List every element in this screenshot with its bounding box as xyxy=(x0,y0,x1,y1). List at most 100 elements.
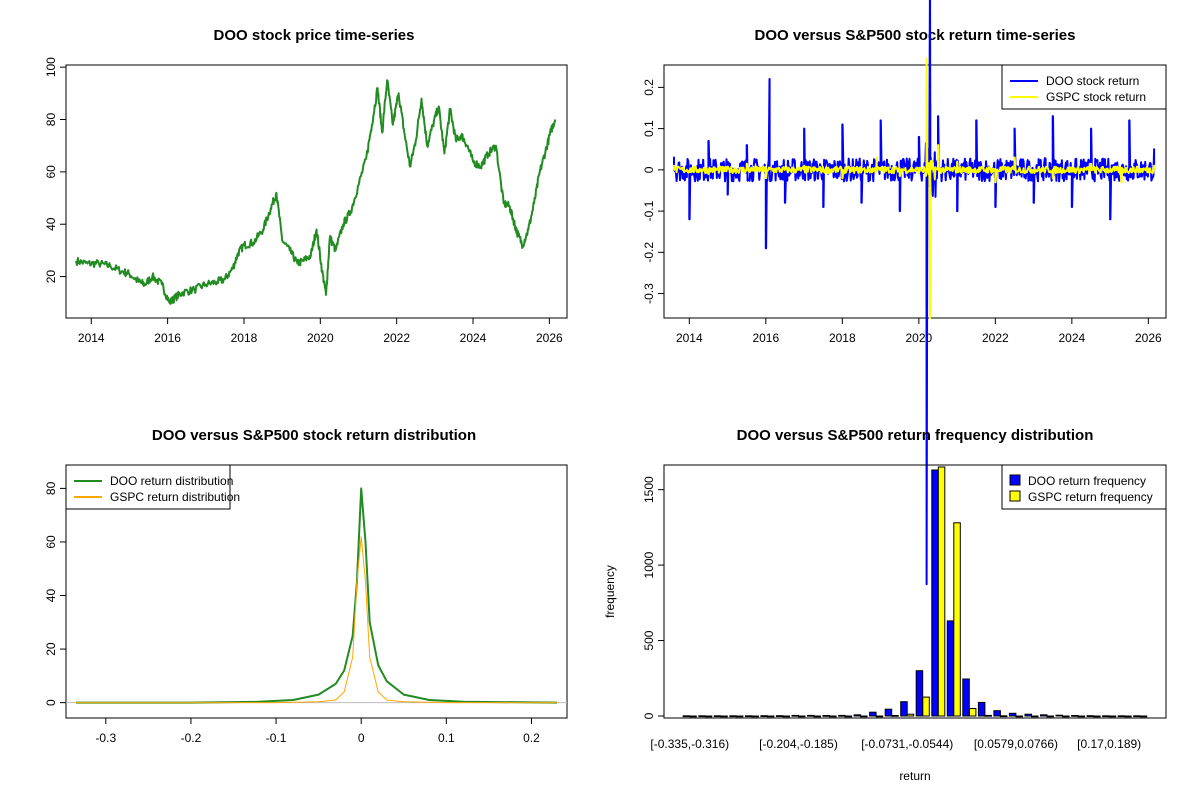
bar-0-26 xyxy=(1086,715,1095,718)
y-tick-label-0-3: 80 xyxy=(44,113,58,127)
y-tick-label-3-3: 1500 xyxy=(642,476,656,503)
y-tick-label-1-2: -0.1 xyxy=(642,200,656,221)
legend-label-1-0: DOO stock return xyxy=(1046,74,1139,88)
series-line-1-0 xyxy=(673,0,1156,586)
x-category-label-1: [-0.204,-0.185) xyxy=(759,737,838,751)
x-tick-label-1-4: 2022 xyxy=(982,331,1009,345)
bar-0-22 xyxy=(1024,713,1032,717)
legend-label-3-0: DOO return frequency xyxy=(1028,474,1146,488)
y-tick-label-3-2: 1000 xyxy=(642,551,656,578)
y-tick-label-2-4: 80 xyxy=(44,481,58,495)
x-axis-label: return xyxy=(899,769,930,783)
bar-0-11 xyxy=(853,714,862,717)
bar-1-9 xyxy=(829,715,837,718)
bar-0-25 xyxy=(1071,715,1079,717)
x-tick-label-1-0: 2014 xyxy=(676,331,703,345)
x-tick-label-0-1: 2016 xyxy=(154,331,181,345)
plot-box-2 xyxy=(65,464,568,719)
bar-0-27 xyxy=(1102,715,1110,718)
y-tick-label-0-4: 100 xyxy=(44,57,58,77)
y-tick-label-0-2: 60 xyxy=(44,165,58,179)
legend-box-3 xyxy=(1001,464,1167,510)
y-tick-label-2-3: 60 xyxy=(44,535,58,549)
bar-0-20 xyxy=(993,710,1001,717)
x-tick-label-0-5: 2024 xyxy=(460,331,487,345)
bar-0-29 xyxy=(1133,715,1141,718)
bar-1-0 xyxy=(689,715,697,718)
y-tick-label-1-4: 0.1 xyxy=(642,120,656,137)
bar-1-29 xyxy=(1139,715,1148,718)
y-tick-label-3-0: 0 xyxy=(642,712,656,719)
y-axis-label: frequency xyxy=(603,565,617,618)
bar-1-8 xyxy=(813,715,821,718)
chart-title-0: DOO stock price time-series xyxy=(214,27,415,44)
bar-0-3 xyxy=(729,715,737,718)
bar-0-12 xyxy=(869,711,877,717)
bar-1-5 xyxy=(766,715,775,718)
bar-0-18 xyxy=(962,678,970,717)
legend-box-1 xyxy=(1001,64,1167,110)
bar-0-8 xyxy=(807,714,815,717)
x-tick-label-0-2: 2018 xyxy=(231,331,258,345)
bar-1-27 xyxy=(1108,715,1117,718)
bar-1-12 xyxy=(875,715,884,718)
bar-1-2 xyxy=(720,715,728,718)
bar-1-28 xyxy=(1124,715,1132,718)
bar-1-25 xyxy=(1077,715,1086,718)
bar-1-19 xyxy=(984,714,992,717)
bar-1-18 xyxy=(968,708,977,717)
plot-box-3 xyxy=(663,464,1167,719)
x-category-label-0: [-0.335,-0.316) xyxy=(650,737,729,751)
bar-0-15 xyxy=(915,670,924,717)
chart-title-1: DOO versus S&P500 stock return time-seri… xyxy=(755,27,1076,44)
bar-0-23 xyxy=(1040,714,1048,717)
x-tick-label-1-6: 2026 xyxy=(1135,331,1162,345)
x-tick-label-0-4: 2022 xyxy=(383,331,410,345)
y-tick-label-2-1: 20 xyxy=(44,642,58,656)
bar-0-13 xyxy=(884,708,893,717)
bar-0-6 xyxy=(775,715,784,718)
bar-1-13 xyxy=(891,715,899,717)
chart-3: DOO versus S&P500 return frequency distr… xyxy=(603,427,1167,783)
bar-1-23 xyxy=(1046,715,1054,718)
series-line-1-1 xyxy=(673,57,1156,320)
plot-box-0 xyxy=(65,64,568,319)
x-category-label-3: [0.0579,0.0766) xyxy=(974,737,1058,751)
x-tick-label-2-0: -0.3 xyxy=(95,731,116,745)
x-tick-label-1-1: 2016 xyxy=(752,331,779,345)
y-tick-label-1-1: -0.2 xyxy=(642,242,656,263)
legend-label-2-1: GSPC return distribution xyxy=(110,490,240,504)
bar-1-16 xyxy=(937,466,946,717)
bar-0-21 xyxy=(1008,712,1017,717)
bar-1-14 xyxy=(906,713,915,717)
bar-1-10 xyxy=(844,715,853,718)
bar-1-21 xyxy=(1015,715,1023,718)
y-tick-label-1-3: 0 xyxy=(642,166,656,173)
series-line-0-0 xyxy=(75,79,557,305)
x-tick-label-0-3: 2020 xyxy=(307,331,334,345)
bar-1-7 xyxy=(798,715,806,718)
series-line-2-1 xyxy=(76,536,557,704)
x-tick-label-0-0: 2014 xyxy=(78,331,105,345)
legend-label-3-1: GSPC return frequency xyxy=(1028,490,1153,504)
x-tick-label-2-5: 0.2 xyxy=(523,731,540,745)
bar-1-17 xyxy=(953,522,961,717)
y-tick-label-2-2: 40 xyxy=(44,589,58,603)
chart-1: DOO versus S&P500 stock return time-seri… xyxy=(642,0,1167,586)
x-tick-label-2-2: -0.1 xyxy=(266,731,287,745)
legend-swatch-3-0 xyxy=(1009,474,1021,486)
bar-0-9 xyxy=(822,715,830,717)
chart-title-3: DOO versus S&P500 return frequency distr… xyxy=(737,427,1094,444)
bar-0-24 xyxy=(1055,714,1063,717)
bar-0-14 xyxy=(900,701,908,717)
bar-0-10 xyxy=(838,714,846,717)
x-category-label-4: [0.17,0.189) xyxy=(1077,737,1141,751)
y-tick-label-0-1: 40 xyxy=(44,217,58,231)
x-tick-label-2-1: -0.2 xyxy=(181,731,202,745)
y-tick-label-0-0: 20 xyxy=(44,270,58,284)
x-tick-label-1-5: 2024 xyxy=(1058,331,1085,345)
bar-1-6 xyxy=(782,715,790,718)
x-category-label-2: [-0.0731,-0.0544) xyxy=(861,737,953,751)
legend-label-2-0: DOO return distribution xyxy=(110,474,233,488)
bar-0-16 xyxy=(931,469,939,717)
